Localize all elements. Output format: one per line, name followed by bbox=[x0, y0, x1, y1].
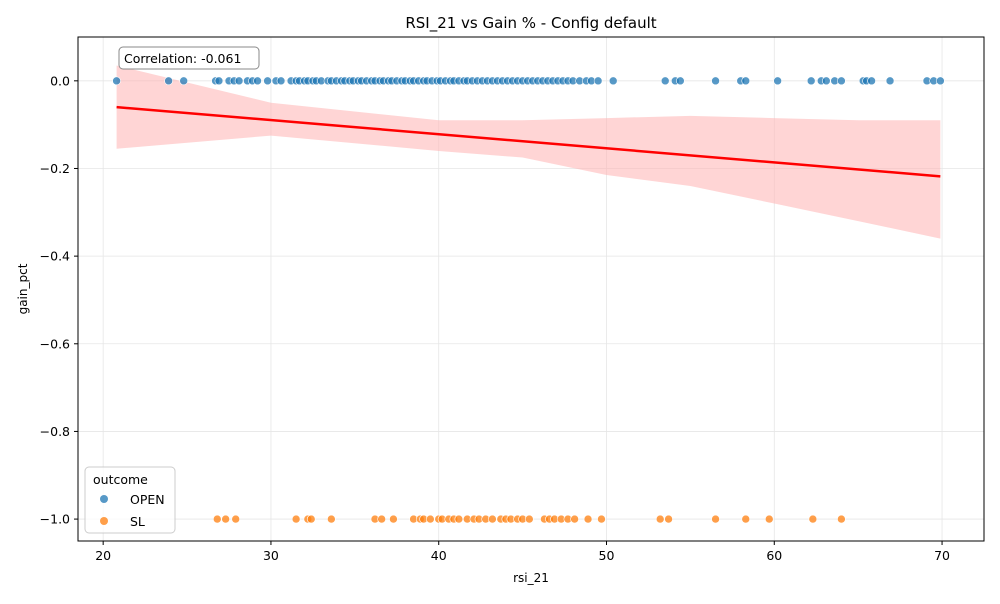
point-open bbox=[164, 76, 173, 86]
point-sl bbox=[597, 514, 606, 524]
point-sl bbox=[808, 514, 818, 524]
point-open bbox=[660, 76, 670, 86]
point-open bbox=[773, 76, 782, 86]
plot-border bbox=[77, 36, 985, 542]
correlation-annotation: Correlation: -0.061 bbox=[118, 46, 260, 70]
point-open bbox=[885, 76, 895, 86]
x-tick-label: 30 bbox=[263, 548, 279, 563]
point-sl bbox=[426, 514, 435, 524]
point-sl bbox=[764, 514, 774, 524]
point-sl bbox=[454, 514, 464, 524]
point-open bbox=[593, 76, 603, 86]
x-axis-label: rsi_21 bbox=[513, 571, 549, 585]
point-open bbox=[276, 76, 286, 86]
point-open bbox=[867, 76, 876, 86]
y-tick-label: −0.6 bbox=[40, 336, 70, 351]
point-open bbox=[741, 76, 751, 86]
legend-marker-open bbox=[100, 495, 108, 503]
y-tick-label: −0.8 bbox=[40, 424, 70, 439]
point-sl bbox=[389, 514, 398, 524]
point-sl bbox=[377, 514, 386, 524]
point-sl bbox=[664, 514, 673, 524]
x-tick-label: 40 bbox=[431, 548, 447, 563]
points-layer bbox=[112, 76, 945, 524]
legend-box bbox=[84, 466, 176, 534]
point-open bbox=[234, 76, 244, 86]
point-open bbox=[936, 76, 945, 86]
point-open bbox=[676, 76, 685, 86]
point-open bbox=[179, 76, 188, 86]
legend-title: outcome bbox=[93, 472, 148, 487]
point-sl bbox=[221, 514, 230, 524]
y-tick-label: −0.2 bbox=[40, 161, 70, 176]
regression-line bbox=[116, 105, 941, 178]
point-open bbox=[711, 76, 720, 86]
point-sl bbox=[231, 514, 241, 524]
annotation-text: Correlation: -0.061 bbox=[124, 51, 241, 66]
point-sl bbox=[741, 514, 751, 524]
x-tick-label: 70 bbox=[934, 548, 950, 563]
point-sl bbox=[570, 514, 579, 524]
annotation-box bbox=[118, 46, 260, 70]
y-tick-label: −0.4 bbox=[40, 249, 70, 264]
confidence-band-layer bbox=[116, 65, 941, 239]
point-sl bbox=[837, 514, 846, 524]
y-axis-ticks: 0.0 −0.2 −0.4 −0.6 −0.8 −1.0 bbox=[40, 73, 78, 527]
point-sl bbox=[488, 514, 497, 524]
point-sl bbox=[655, 514, 665, 524]
legend-marker-sl bbox=[100, 517, 108, 525]
point-open bbox=[263, 76, 272, 86]
point-sl bbox=[327, 514, 336, 524]
legend: outcome OPEN SL bbox=[84, 466, 176, 534]
point-sl bbox=[306, 514, 316, 524]
point-open bbox=[112, 76, 121, 86]
point-open bbox=[806, 76, 816, 86]
y-axis-label: gain_pct bbox=[16, 263, 30, 314]
x-tick-label: 20 bbox=[95, 548, 111, 563]
x-axis-ticks: 20 30 40 50 60 70 bbox=[95, 541, 950, 563]
point-open bbox=[214, 76, 224, 86]
legend-entry-sl: SL bbox=[130, 514, 145, 529]
point-open bbox=[837, 76, 846, 86]
y-tick-label: −1.0 bbox=[40, 512, 70, 527]
point-sl bbox=[711, 514, 720, 524]
point-sl bbox=[212, 514, 222, 524]
point-open bbox=[608, 76, 618, 86]
legend-entry-open: OPEN bbox=[130, 492, 165, 507]
confidence-band bbox=[116, 65, 941, 239]
chart-title: RSI_21 vs Gain % - Config default bbox=[405, 14, 656, 33]
y-tick-label: 0.0 bbox=[50, 73, 70, 88]
point-sl bbox=[583, 514, 593, 524]
point-sl bbox=[525, 514, 534, 524]
point-sl bbox=[291, 514, 301, 524]
point-open bbox=[253, 76, 262, 86]
x-tick-label: 60 bbox=[766, 548, 782, 563]
point-open bbox=[821, 76, 831, 86]
x-tick-label: 50 bbox=[599, 548, 615, 563]
regression-layer bbox=[116, 105, 941, 178]
